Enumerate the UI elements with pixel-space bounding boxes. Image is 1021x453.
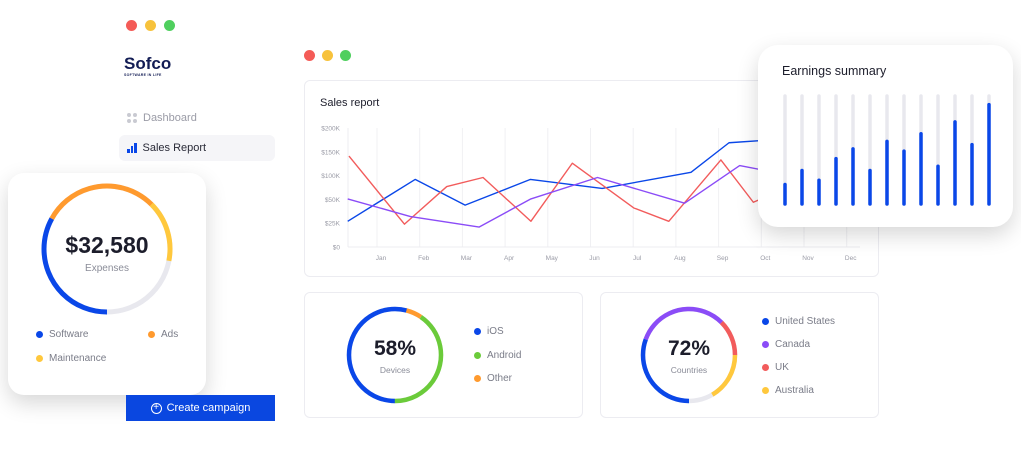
expenses-card: $32,580 Expenses Software Ads Maintenanc… xyxy=(8,173,206,395)
legend-australia: Australia xyxy=(762,385,814,396)
x-tick-label: Jan xyxy=(376,255,387,262)
countries-percentage: 72% xyxy=(667,337,711,360)
x-tick-label: Aug xyxy=(674,255,686,262)
window-minimize-dot[interactable] xyxy=(322,50,333,61)
grid-icon xyxy=(127,113,137,123)
legend-android: Android xyxy=(474,350,521,361)
devices-label: Devices xyxy=(379,365,411,375)
countries-card: 72% Countries United States Canada UK Au… xyxy=(600,292,879,418)
donut-segment-uk xyxy=(640,306,738,404)
devices-percentage: 58% xyxy=(373,337,417,360)
create-campaign-button[interactable]: + Create campaign xyxy=(126,395,275,421)
y-tick-label: $100K xyxy=(321,173,340,180)
legend-dot xyxy=(762,318,769,325)
donut-segment-united-states xyxy=(640,306,738,404)
legend-dot xyxy=(474,375,481,382)
y-tick-label: $150K xyxy=(321,149,340,156)
sales-report-title: Sales report xyxy=(320,97,380,109)
x-tick-label: Feb xyxy=(418,255,430,262)
legend-software: Software xyxy=(36,329,88,340)
legend-maintenance: Maintenance xyxy=(36,353,106,364)
window-minimize-dot[interactable] xyxy=(145,20,156,31)
donut-segment-ads xyxy=(41,183,173,315)
legend-ios: iOS xyxy=(474,326,504,337)
sidebar-item-sales-report[interactable]: Sales Report xyxy=(119,135,275,161)
legend-label: Software xyxy=(49,329,89,340)
legend-canada: Canada xyxy=(762,339,810,350)
x-tick-label: Jun xyxy=(589,255,600,262)
legend-label: United States xyxy=(775,316,836,327)
y-tick-label: $0 xyxy=(333,245,341,252)
donut-segment-maintenance xyxy=(41,183,173,315)
plus-circle-icon: + xyxy=(150,402,162,414)
legend-label: Australia xyxy=(775,385,814,396)
series-line-2 xyxy=(347,164,765,228)
expenses-label: Expenses xyxy=(85,263,129,274)
legend-united-states: United States xyxy=(762,316,835,327)
sidebar-item-label: Sales Report xyxy=(142,142,207,154)
legend-dot xyxy=(762,364,769,371)
y-tick-label: $50K xyxy=(325,197,341,204)
legend-label: Canada xyxy=(775,339,811,350)
legend-other: Other xyxy=(474,373,512,384)
earnings-summary-title: Earnings summary xyxy=(782,64,887,78)
x-tick-label: Sep xyxy=(717,255,729,262)
expenses-donut-chart xyxy=(41,183,173,315)
legend-label: Android xyxy=(487,350,522,361)
x-tick-label: Jul xyxy=(633,255,642,262)
logo: Sofco SOFTWARE IN LIFE xyxy=(124,54,172,78)
x-tick-label: Nov xyxy=(802,255,814,262)
legend-label: UK xyxy=(775,362,789,373)
series-line-1 xyxy=(348,155,765,225)
x-tick-label: Mar xyxy=(461,255,473,262)
window-close-dot[interactable] xyxy=(304,50,315,61)
donut-segment-australia xyxy=(640,306,738,404)
create-campaign-label: Create campaign xyxy=(166,402,251,414)
sidebar-item-label: Dashboard xyxy=(143,112,197,124)
expenses-amount: $32,580 xyxy=(65,232,149,258)
x-tick-label: Apr xyxy=(504,255,515,262)
x-tick-label: Dec xyxy=(845,255,857,262)
y-tick-label: $25K xyxy=(325,221,341,228)
countries-donut-chart xyxy=(640,306,738,404)
countries-label: Countries xyxy=(670,365,708,375)
earnings-summary-card: Earnings summary xyxy=(758,45,1013,227)
legend-dot xyxy=(762,387,769,394)
x-tick-label: May xyxy=(546,255,559,262)
window-maximize-dot[interactable] xyxy=(340,50,351,61)
legend-dot xyxy=(148,331,155,338)
devices-donut-chart xyxy=(346,306,444,404)
y-tick-label: $200K xyxy=(321,126,340,133)
window-close-dot[interactable] xyxy=(126,20,137,31)
legend-dot xyxy=(474,352,481,359)
legend-uk: UK xyxy=(762,362,789,373)
legend-label: Maintenance xyxy=(49,353,107,364)
legend-dot xyxy=(474,328,481,335)
logo-tagline: SOFTWARE IN LIFE xyxy=(124,73,162,77)
legend-label: Ads xyxy=(161,329,179,340)
logo-name: Sofco xyxy=(124,54,172,73)
legend-dot xyxy=(36,331,43,338)
x-tick-label: Oct xyxy=(760,255,770,262)
devices-card: 58% Devices iOS Android Other xyxy=(304,292,583,418)
series-line-0 xyxy=(347,139,765,222)
legend-ads: Ads xyxy=(148,329,178,340)
bar-chart-icon xyxy=(127,143,137,153)
sidebar-item-dashboard[interactable]: Dashboard xyxy=(119,105,275,131)
legend-label: Other xyxy=(487,373,513,384)
legend-label: iOS xyxy=(487,326,504,337)
legend-dot xyxy=(762,341,769,348)
donut-segment-software xyxy=(41,183,173,315)
earnings-bar-chart xyxy=(783,94,991,206)
window-maximize-dot[interactable] xyxy=(164,20,175,31)
legend-dot xyxy=(36,355,43,362)
